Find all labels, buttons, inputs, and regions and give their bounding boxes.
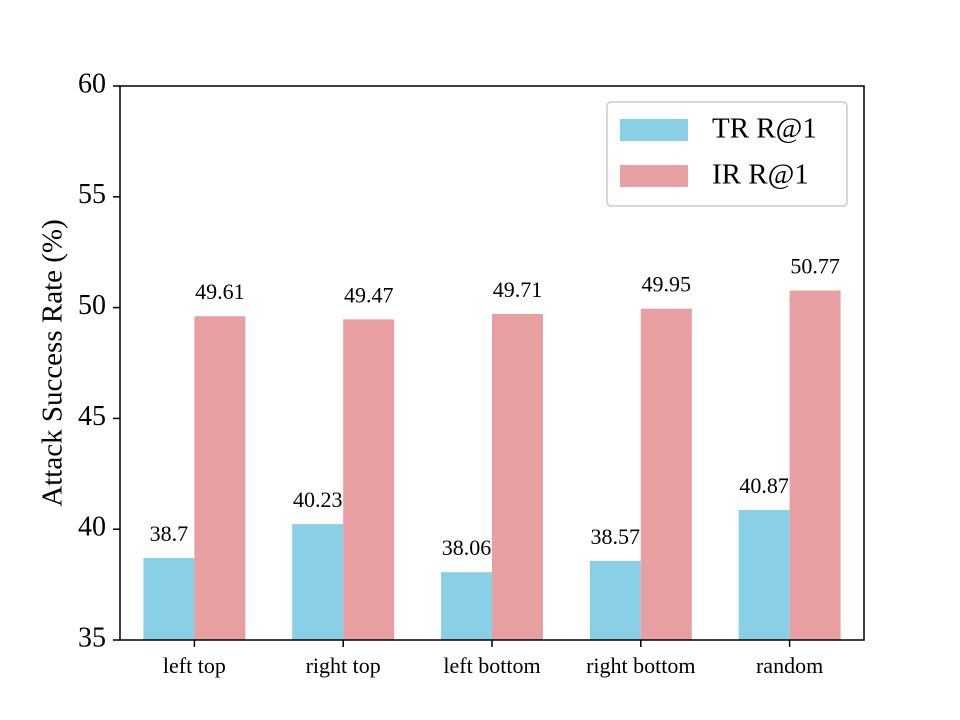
x-tick-label-random: random [756,653,823,678]
bar-tr-r-1-left-top [143,558,195,640]
bar-tr-r-1-right-bottom [589,560,641,640]
value-label-ir-r-1-random: 50.77 [790,254,840,279]
value-label-tr-r-1-random: 40.87 [739,473,789,498]
y-tick-label: 35 [78,622,106,653]
y-tick-label: 40 [78,512,106,543]
plot-frame [119,85,865,641]
value-label-tr-r-1-right-top: 40.23 [293,487,343,512]
bar-ir-r-1-random [789,290,841,640]
bar-ir-r-1-right-top [343,319,395,640]
y-axis-label: Attack Success Rate (%) [37,219,69,506]
value-labels: 38.7 49.61 40.23 49.47 38.06 49.71 38.57 49.95 4… [150,254,840,561]
y-tick-label: 50 [78,290,106,321]
legend-swatch-tr [620,119,688,141]
legend: TR R@1 IR R@1 [606,101,848,207]
y-tick-label: 55 [78,179,106,210]
x-axis-ticks: left top right top left bottom right bottom… [163,640,823,678]
legend-label-ir: IR R@1 [712,159,809,191]
bars [143,290,841,640]
x-tick-label-left-bottom: left bottom [443,653,540,678]
value-label-ir-r-1-right-top: 49.47 [344,282,394,307]
value-label-tr-r-1-right-bottom: 38.57 [591,524,641,549]
value-label-ir-r-1-left-bottom: 49.71 [493,277,543,302]
bar-tr-r-1-right-top [292,524,344,640]
bar-ir-r-1-left-top [194,316,246,640]
x-tick-label-right-bottom: right bottom [586,653,695,678]
value-label-ir-r-1-left-top: 49.61 [195,279,245,304]
legend-label-tr: TR R@1 [712,113,817,145]
bar-ir-r-1-right-bottom [640,308,692,640]
legend-swatch-ir [620,165,688,187]
x-tick-label-left-top: left top [163,653,226,678]
x-tick-label-right-top: right top [306,653,381,678]
y-tick-label: 45 [78,401,106,432]
value-label-tr-r-1-left-bottom: 38.06 [442,535,492,560]
bar-ir-r-1-left-bottom [492,314,543,640]
y-axis-ticks: 35 40 45 50 55 60 [78,68,120,653]
value-label-tr-r-1-left-top: 38.7 [150,521,189,546]
y-tick-label: 60 [78,68,106,99]
value-label-ir-r-1-right-bottom: 49.95 [642,272,692,297]
bar-tr-r-1-left-bottom [441,572,492,640]
bar-tr-r-1-random [738,509,790,640]
